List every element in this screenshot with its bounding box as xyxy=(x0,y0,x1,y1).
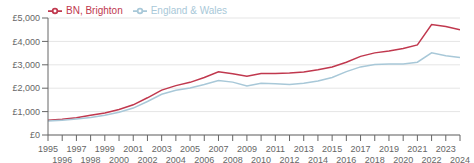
svg-text:2023: 2023 xyxy=(436,144,456,154)
svg-text:£4,000: £4,000 xyxy=(12,37,40,47)
svg-text:2020: 2020 xyxy=(393,155,413,163)
svg-text:1995: 1995 xyxy=(38,144,58,154)
svg-text:1999: 1999 xyxy=(95,144,115,154)
svg-text:2000: 2000 xyxy=(109,155,129,163)
svg-text:2008: 2008 xyxy=(223,155,243,163)
svg-text:2006: 2006 xyxy=(194,155,214,163)
svg-text:2014: 2014 xyxy=(308,155,328,163)
svg-text:2007: 2007 xyxy=(208,144,228,154)
svg-text:£0: £0 xyxy=(30,130,40,140)
svg-text:2019: 2019 xyxy=(379,144,399,154)
svg-text:1998: 1998 xyxy=(81,155,101,163)
svg-text:2011: 2011 xyxy=(266,144,285,154)
html-text:BN, Brighton: BN, Brighton xyxy=(66,4,123,16)
svg-text:1996: 1996 xyxy=(52,155,72,163)
svg-text:£5,000: £5,000 xyxy=(12,13,40,23)
svg-text:2022: 2022 xyxy=(422,155,442,163)
svg-text:2004: 2004 xyxy=(166,155,186,163)
svg-text:1997: 1997 xyxy=(66,144,86,154)
svg-text:2021: 2021 xyxy=(407,144,427,154)
svg-text:2012: 2012 xyxy=(280,155,300,163)
svg-text:2010: 2010 xyxy=(251,155,271,163)
svg-text:2015: 2015 xyxy=(322,144,342,154)
svg-text:£2,000: £2,000 xyxy=(12,83,40,93)
svg-text:2018: 2018 xyxy=(365,155,385,163)
html-text:England & Wales: England & Wales xyxy=(150,4,227,16)
svg-text:2005: 2005 xyxy=(180,144,200,154)
svg-text:2001: 2001 xyxy=(123,144,143,154)
svg-text:£3,000: £3,000 xyxy=(12,60,40,70)
svg-text:2009: 2009 xyxy=(237,144,257,154)
svg-text:2024: 2024 xyxy=(450,155,470,163)
svg-text:2013: 2013 xyxy=(294,144,314,154)
svg-text:2002: 2002 xyxy=(137,155,157,163)
svg-text:2003: 2003 xyxy=(152,144,172,154)
svg-text:£1,000: £1,000 xyxy=(12,107,40,117)
svg-text:2017: 2017 xyxy=(351,144,371,154)
svg-text:2016: 2016 xyxy=(336,155,356,163)
